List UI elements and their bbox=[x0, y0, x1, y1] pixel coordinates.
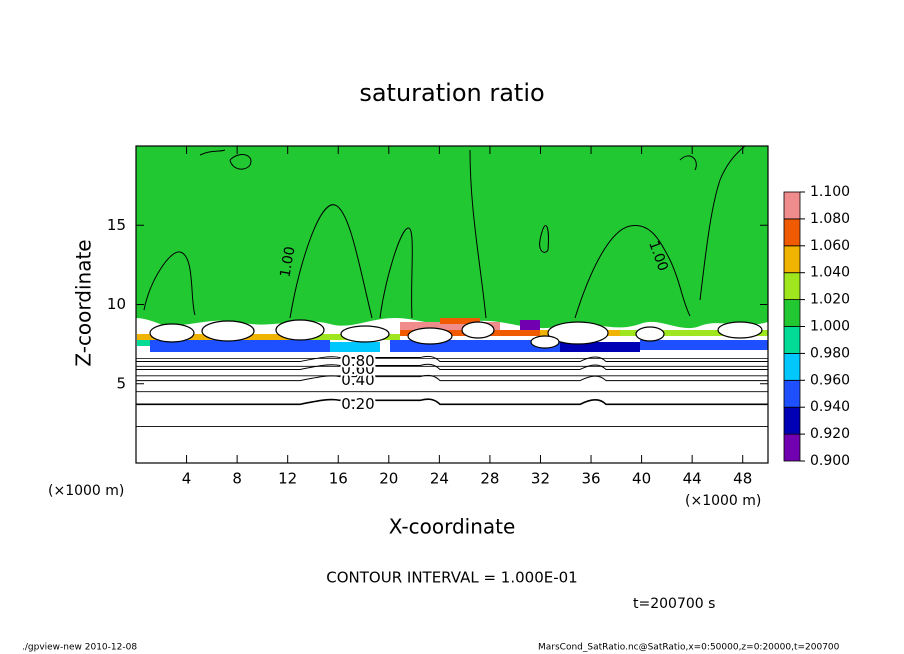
field-blob bbox=[461, 321, 495, 339]
field bbox=[136, 145, 768, 463]
time-label: t=200700 s bbox=[633, 596, 715, 612]
field-blob bbox=[547, 321, 609, 345]
x-axis-label: X-coordinate bbox=[389, 515, 516, 539]
x-tick-label: 36 bbox=[581, 470, 600, 488]
field-lower bbox=[136, 352, 768, 463]
field-blob bbox=[201, 320, 255, 342]
contour-irregular bbox=[143, 251, 196, 316]
contour-line bbox=[136, 398, 768, 406]
contour-irregular bbox=[574, 224, 691, 319]
colorbar-label: 1.020 bbox=[810, 292, 850, 308]
footer-left: ./gpview-new 2010-12-08 bbox=[22, 643, 137, 653]
contour-irregular bbox=[379, 227, 413, 319]
field-shade bbox=[560, 342, 640, 354]
colorbar-label: 1.100 bbox=[810, 184, 850, 200]
field-blob bbox=[635, 326, 665, 342]
field-shade bbox=[520, 320, 540, 330]
contour-irregular bbox=[679, 155, 697, 171]
x-tick-label: 16 bbox=[329, 470, 348, 488]
field-green bbox=[136, 146, 768, 329]
contour-label: 0.80 bbox=[341, 352, 374, 370]
contour-label: 0.60 bbox=[341, 360, 374, 378]
field-shade bbox=[330, 342, 380, 354]
y-axis-label: Z-coordinate bbox=[72, 239, 96, 366]
y-tick-label: 5 bbox=[116, 374, 126, 392]
contour-label: 0.20 bbox=[341, 395, 374, 413]
contour-irregular bbox=[199, 149, 226, 156]
colorbar-label: 1.000 bbox=[810, 319, 850, 335]
colorbar-label: 1.040 bbox=[810, 265, 850, 281]
contour-interval: CONTOUR INTERVAL = 1.000E-01 bbox=[326, 569, 577, 587]
field-shade bbox=[137, 338, 150, 346]
colorbar-label: 0.960 bbox=[810, 372, 850, 388]
colorbar-label: 1.080 bbox=[810, 211, 850, 227]
colorbar-box bbox=[783, 218, 801, 247]
x-tick-label: 32 bbox=[531, 470, 550, 488]
field-blob bbox=[530, 335, 560, 349]
x-unit-left: (×1000 m) bbox=[48, 483, 124, 499]
field-shade bbox=[640, 340, 768, 350]
x-tick-label: 8 bbox=[232, 470, 242, 488]
colorbar-label: 0.920 bbox=[810, 426, 850, 442]
contour-irregular bbox=[289, 204, 373, 319]
contour-line bbox=[136, 374, 768, 382]
x-tick-label: 40 bbox=[632, 470, 651, 488]
colorbar-box bbox=[783, 299, 801, 327]
x-tick-label: 48 bbox=[733, 470, 752, 488]
colorbar-box bbox=[783, 352, 801, 381]
contour-irregular bbox=[469, 149, 487, 319]
field-shade bbox=[150, 340, 330, 352]
colorbar-box bbox=[783, 379, 801, 408]
colorbar-label: 0.980 bbox=[810, 345, 850, 361]
footer-right: MarsCond_SatRatio.nc@SatRatio,x=0:50000,… bbox=[538, 643, 840, 653]
field-blob bbox=[407, 327, 453, 345]
x-tick-label: 4 bbox=[182, 470, 192, 488]
field-blob bbox=[340, 325, 390, 343]
x-tick-label: 44 bbox=[683, 470, 702, 488]
contour-label: 0.40 bbox=[341, 371, 374, 389]
field-shade bbox=[400, 322, 500, 330]
contour-irregular bbox=[229, 154, 252, 170]
colorbar-box bbox=[783, 406, 801, 435]
colorbar-box bbox=[783, 191, 801, 220]
contour-irregular bbox=[699, 145, 746, 301]
field-blob bbox=[717, 321, 763, 339]
contour-irregular bbox=[539, 225, 549, 253]
colorbar-box bbox=[783, 272, 801, 301]
x-unit-right: (×1000 m) bbox=[685, 493, 761, 509]
colorbar-box bbox=[783, 433, 801, 462]
chart-title: saturation ratio bbox=[359, 79, 544, 107]
x-tick-label: 12 bbox=[278, 470, 297, 488]
contour-label: 1.00 bbox=[277, 245, 298, 278]
contour-line bbox=[136, 355, 768, 363]
x-tick-label: 24 bbox=[430, 470, 449, 488]
x-tick-label: 20 bbox=[379, 470, 398, 488]
colorbar-label: 1.060 bbox=[810, 238, 850, 254]
field-blob bbox=[275, 319, 325, 341]
x-tick-label: 28 bbox=[480, 470, 499, 488]
field-blob bbox=[149, 323, 195, 343]
field-shade bbox=[620, 330, 768, 336]
contour-line bbox=[136, 363, 768, 370]
colorbar-label: 0.940 bbox=[810, 399, 850, 415]
colorbar-box bbox=[783, 326, 801, 354]
y-tick-label: 10 bbox=[107, 295, 126, 313]
y-tick-label: 15 bbox=[107, 216, 126, 234]
colorbar-label: 0.900 bbox=[810, 453, 850, 469]
colorbar-box bbox=[783, 245, 801, 274]
field-shade bbox=[440, 318, 480, 324]
